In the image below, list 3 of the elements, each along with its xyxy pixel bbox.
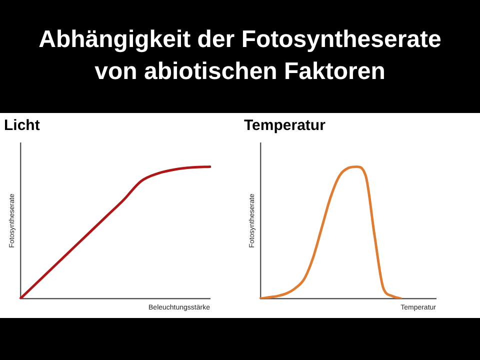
- chart-title: Temperatur: [244, 117, 326, 134]
- text: Abhängigkeit der Fotosyntheserate von abiotischen Faktoren: [38, 25, 442, 87]
- chart-title: Licht: [4, 117, 40, 134]
